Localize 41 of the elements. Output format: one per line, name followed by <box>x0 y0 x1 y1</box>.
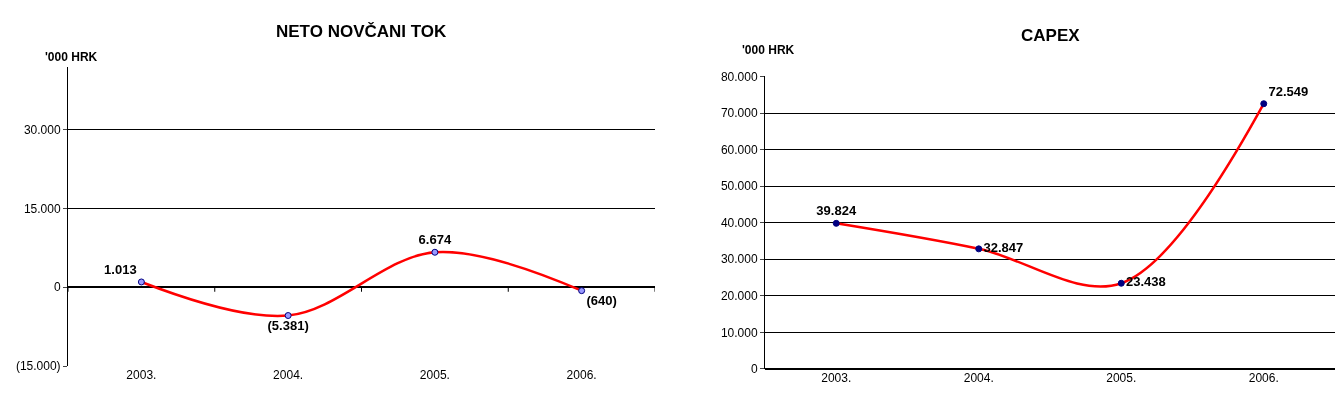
x-tick-label: 2003. <box>821 370 852 385</box>
y-tick-label: 30.000 <box>23 123 61 138</box>
point <box>578 287 586 295</box>
data-label: 23.438 <box>1126 274 1166 290</box>
point <box>284 312 292 320</box>
y-tick-label: (15.000) <box>15 359 61 374</box>
x-tick-label: 2006. <box>566 368 597 383</box>
data-label: 72.549 <box>1268 83 1309 99</box>
point <box>431 248 439 256</box>
y-tick-label: 70.000 <box>720 106 758 121</box>
point <box>1117 279 1125 287</box>
y-tick-label: 80.000 <box>720 69 758 84</box>
chart-title: CAPEX <box>1021 26 1081 45</box>
point <box>137 278 145 286</box>
y-tick-label: 20.000 <box>720 289 758 304</box>
y-tick-label: 60.000 <box>720 142 758 157</box>
x-tick-label: 2005. <box>419 368 450 383</box>
y-axis-title: '000 HRK <box>45 50 98 64</box>
x-tick-label: 2004. <box>963 370 994 385</box>
point <box>832 219 840 227</box>
point <box>975 245 983 253</box>
y-axis-title: '000 HRK <box>742 43 795 57</box>
y-tick-label: 0 <box>750 362 758 377</box>
data-label: (5.381) <box>267 318 309 334</box>
x-tick-label: 2005. <box>1106 370 1137 385</box>
point <box>1260 100 1268 108</box>
y-tick-label: 15.000 <box>23 201 61 216</box>
y-tick-label: 40.000 <box>720 215 758 230</box>
x-tick-label: 2004. <box>273 368 304 383</box>
x-tick-label: 2006. <box>1248 370 1279 385</box>
chart-title: NETO NOVČANI TOK <box>276 22 448 41</box>
data-label: 6.674 <box>418 232 452 248</box>
data-label: 39.824 <box>816 203 857 219</box>
data-label: 1.013 <box>104 261 137 277</box>
y-tick-label: 30.000 <box>720 252 758 267</box>
x-tick-label: 2003. <box>126 368 157 383</box>
data-label: (640) <box>586 293 617 309</box>
y-tick-label: 10.000 <box>720 325 758 340</box>
data-label: 32.847 <box>983 240 1024 256</box>
y-tick-label: 50.000 <box>720 179 758 194</box>
y-tick-label: 0 <box>53 280 61 295</box>
